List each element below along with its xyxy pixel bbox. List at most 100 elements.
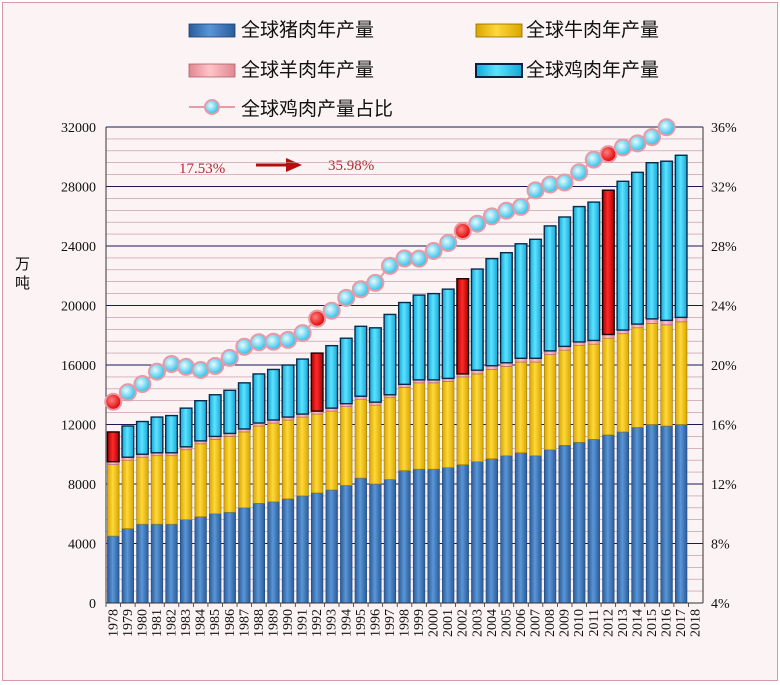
legend-label-mutton: 全球羊肉年产量 [241,59,374,81]
chicken-share-point [322,301,341,320]
bar-chicken [645,161,659,320]
x-tick-label: 1989 [266,609,281,637]
chicken-share-point [235,337,254,356]
y2-tick-label: 20% [711,359,737,374]
bar-pork [296,495,309,604]
chicken-share-point [628,134,647,153]
bar-beef [471,373,484,462]
y-tick-label: 16000 [61,359,96,374]
chicken-share-point [191,361,210,380]
bar-pork [660,425,673,604]
legend-item-pork: 全球猪肉年产量 [188,19,374,41]
bar-chicken [252,373,266,424]
bar-beef [412,382,426,470]
bar-beef [107,464,120,537]
x-tick-label: 1994 [339,609,354,637]
bar-beef [281,419,295,500]
x-tick-label: 2000 [427,609,442,637]
bar-chicken [572,205,586,343]
x-tick-label: 2015 [645,609,660,637]
x-tick-label: 1987 [237,609,252,637]
bar-chicken [150,416,164,454]
chicken-share-point [206,357,225,376]
bar-pork [456,464,469,604]
x-tick-label: 2007 [529,609,544,637]
bar-chicken [616,180,630,331]
chicken-share-point [337,288,356,307]
bar-pork [587,439,600,604]
legend-label-chicken-share: 全球鸡肉产量占比 [241,98,393,120]
bar-beef [398,387,411,471]
bar-chicken [310,352,324,412]
bar-beef [573,345,586,443]
y-tick-label: 28000 [61,181,96,196]
legend-item-beef: 全球牛肉年产量 [475,19,659,41]
bar-beef [267,422,280,503]
chicken-share-point [424,242,443,261]
bar-pork [107,535,120,604]
bar-chicken [354,325,368,397]
x-tick-label: 1996 [368,609,383,637]
annotation-start-share: 17.53% [179,161,225,177]
bar-beef [136,456,149,525]
bar-pork [354,477,367,604]
bar-chicken [164,414,179,454]
x-tick-label: 1999 [412,609,427,637]
x-tick-label: 2004 [485,609,500,637]
bar-pork [616,431,630,604]
chicken-share-point [410,249,429,268]
bar-beef [238,431,251,509]
bar-beef [631,327,644,428]
x-tick-label: 2017 [674,609,689,637]
bar-chicken [674,154,688,319]
bar-pork [500,455,513,604]
x-tick-label: 1991 [296,609,311,637]
bar-pork [471,461,484,604]
x-tick-label: 1982 [165,609,180,637]
x-tick-label: 1995 [354,609,369,637]
bar-beef [558,349,571,446]
y-tick-label: 20000 [61,300,96,315]
bar-pork [442,467,455,604]
chicken-share-point [555,173,574,192]
x-tick-label: 1990 [281,609,296,637]
chicken-share-point [279,330,298,349]
bar-chicken [427,292,441,381]
bar-beef [485,369,498,460]
chicken-share-point [133,375,152,394]
y-tick-label: 32000 [61,121,96,136]
bar-pork [252,503,266,604]
bar-chicken [558,216,572,348]
y2-tick-label: 12% [711,478,737,493]
bar-beef [602,337,615,436]
bar-chicken [296,358,310,415]
x-tick-label: 2014 [630,609,645,637]
y-tick-label: 4000 [68,538,96,553]
x-tick-label: 1998 [398,609,413,637]
bar-pork [136,523,149,604]
chicken-share-point [657,118,676,137]
x-tick-label: 1981 [150,609,165,637]
bar-chicken [325,344,339,409]
bar-beef [150,455,164,525]
y2-tick-label: 24% [711,300,737,315]
bar-pork [558,445,571,604]
bar-beef [179,449,193,521]
bar-pork [645,424,659,604]
bar-beef [209,439,222,515]
chicken-share-point [643,128,662,147]
bar-pork [602,434,615,604]
bar-pork [150,523,164,604]
x-tick-label: 2011 [587,609,602,636]
bar-chicken [135,420,149,455]
bar-pork [223,511,236,604]
bar-chicken [660,160,674,322]
chicken-share-point [162,354,181,373]
x-tick-label: 2006 [514,609,529,637]
chicken-share-point [613,138,632,157]
chicken-share-point [308,309,327,328]
bar-pork [311,492,324,604]
plot-area: 0 4000 8000 12000 16000 20000 24000 28000 32000 4… [61,118,737,637]
legend-item-mutton: 全球羊肉年产量 [188,59,374,81]
bar-beef [587,343,600,440]
